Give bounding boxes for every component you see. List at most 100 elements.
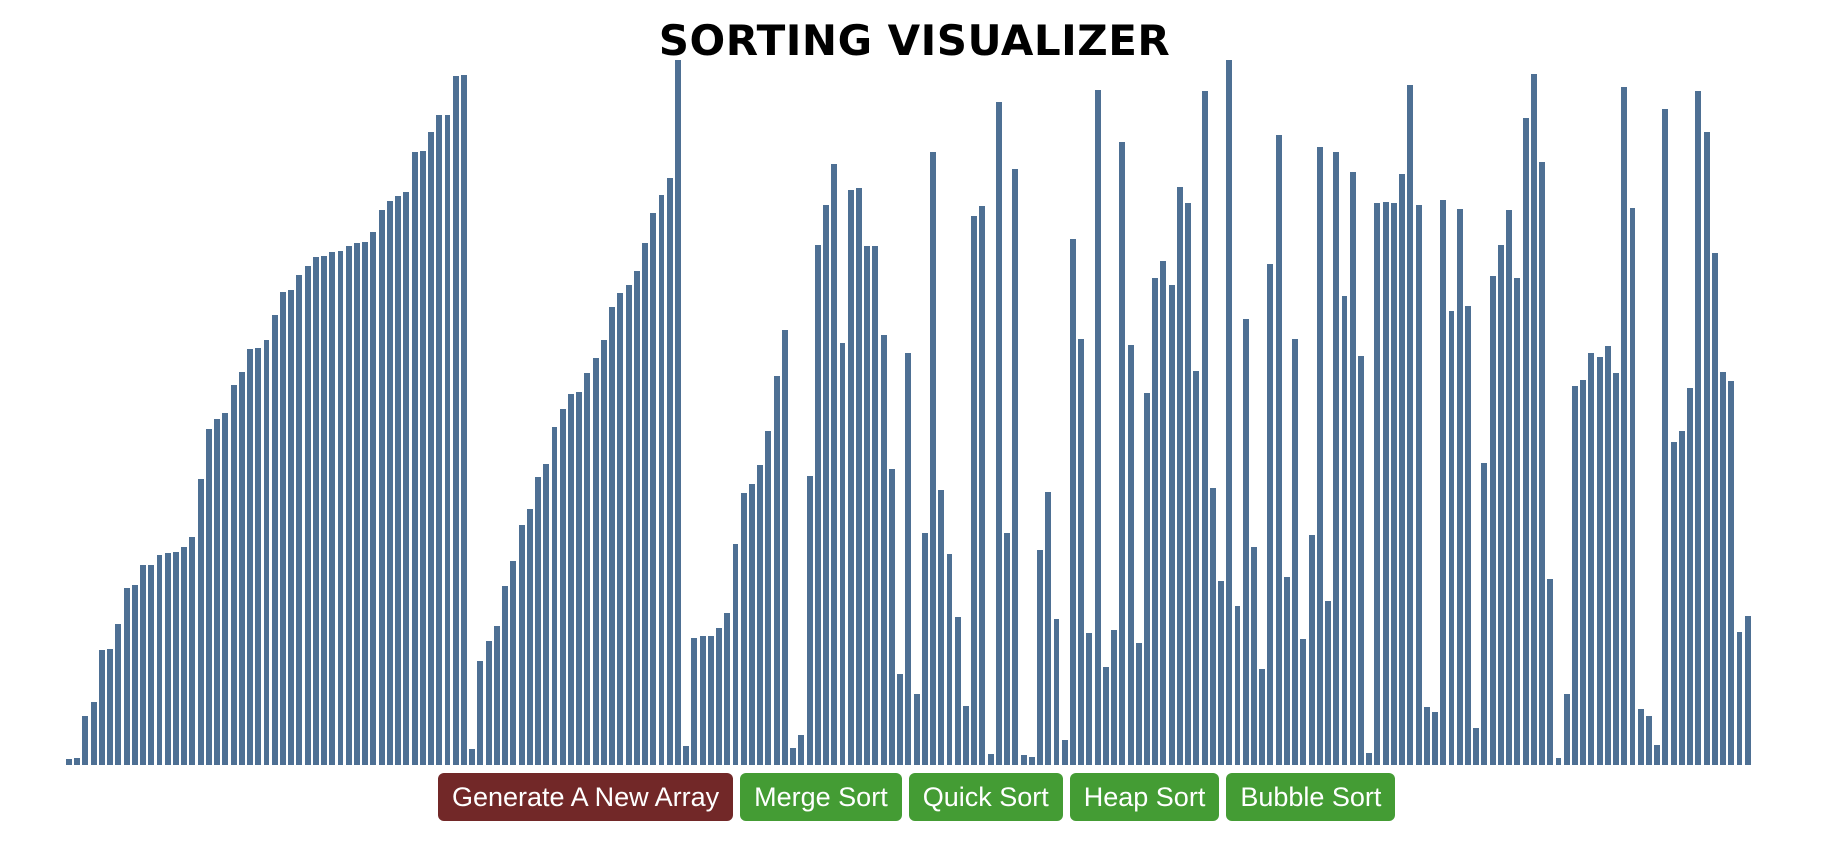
array-bar [798,735,805,765]
array-bar [1127,345,1134,765]
array-bar [888,468,895,765]
array-bar [1637,708,1644,765]
array-bar [1366,752,1373,765]
array-bar [1144,393,1150,765]
generate-new-array-button[interactable]: Generate A New Array [438,773,734,821]
array-bar [189,537,196,765]
merge-sort-button[interactable]: Merge Sort [740,773,902,821]
array-bar [921,533,928,765]
array-bar [1267,264,1274,765]
array-bar [329,252,336,765]
array-bar [954,616,961,765]
array-bar [1687,388,1694,765]
array-bar [1588,353,1595,765]
array-bar [181,547,188,765]
array-bar [658,194,665,765]
array-bar [321,256,328,765]
array-bar [411,152,418,765]
quick-sort-button[interactable]: Quick Sort [908,773,1063,821]
array-bar [535,476,541,765]
array-bar [1292,338,1299,765]
array-bar [82,716,89,765]
heap-sort-button[interactable]: Heap Sort [1069,773,1220,821]
array-bar [263,340,270,765]
array-bar [897,674,904,765]
array-bar [740,493,747,765]
array-bar [1481,462,1488,765]
array-bar [551,426,558,765]
array-bar [913,693,920,765]
array-bar [584,372,591,765]
array-bar [345,246,352,765]
array-bar [197,478,204,765]
array-bar [1580,379,1587,765]
array-bar [1028,756,1035,765]
array-bar [230,384,237,765]
array-bar [1456,209,1463,765]
array-bar [469,748,476,765]
array-bar [90,701,97,765]
array-bar [1432,711,1438,765]
array-bar [1242,318,1249,765]
array-bar [1061,739,1068,765]
array-bar [1209,488,1216,765]
array-bar [337,251,344,765]
array-bar [872,246,879,765]
array-bar [1547,579,1554,765]
array-bar [1333,152,1340,765]
array-bar [699,636,706,765]
array-bar [403,191,410,765]
array-bar [650,213,657,765]
array-bar [1012,169,1019,765]
array-bar [1539,162,1545,765]
array-bar [781,329,788,765]
array-bar [666,177,673,765]
array-bar [1341,296,1348,765]
array-bar [1275,134,1282,765]
array-bar [140,564,146,765]
array-bar [1613,372,1620,765]
array-bar [1604,346,1611,765]
array-bar [164,552,171,765]
array-bar [600,340,607,765]
array-bar [625,284,632,765]
array-bar [1160,261,1167,765]
array-bar [205,428,212,765]
array-bar [1316,146,1323,765]
array-bar [419,150,426,765]
array-bar [732,544,739,765]
array-bar [1654,744,1661,765]
array-bar [98,649,105,765]
array-bar [930,152,936,765]
array-bar [485,641,492,765]
array-bar [395,195,402,765]
array-bar [1176,186,1183,765]
array-bar [477,660,484,765]
array-bar [1703,131,1710,765]
bubble-sort-button[interactable]: Bubble Sort [1226,773,1396,821]
array-bar [757,464,764,765]
array-bar [518,524,525,765]
array-bar [214,418,221,765]
array-bar [1407,84,1414,765]
array-bar [543,463,550,765]
array-bar [1218,581,1225,765]
array-bar [1621,86,1628,765]
array-bar [1489,275,1496,765]
array-bar [683,745,690,765]
array-bar [461,75,467,765]
array-bar [1399,174,1406,765]
array-bar [1308,535,1315,765]
array-bar [880,334,887,765]
controls-toolbar: Generate A New Array Merge Sort Quick So… [438,773,1396,821]
array-bar [814,244,821,765]
array-bar [131,585,138,765]
array-bar [1720,371,1726,765]
array-bar [1152,277,1159,765]
array-bar [1086,633,1093,765]
array-bar [156,554,163,765]
array-bar [1102,666,1109,765]
array-bar [847,189,854,765]
array-bar [1135,643,1142,765]
array-bar [279,291,286,765]
